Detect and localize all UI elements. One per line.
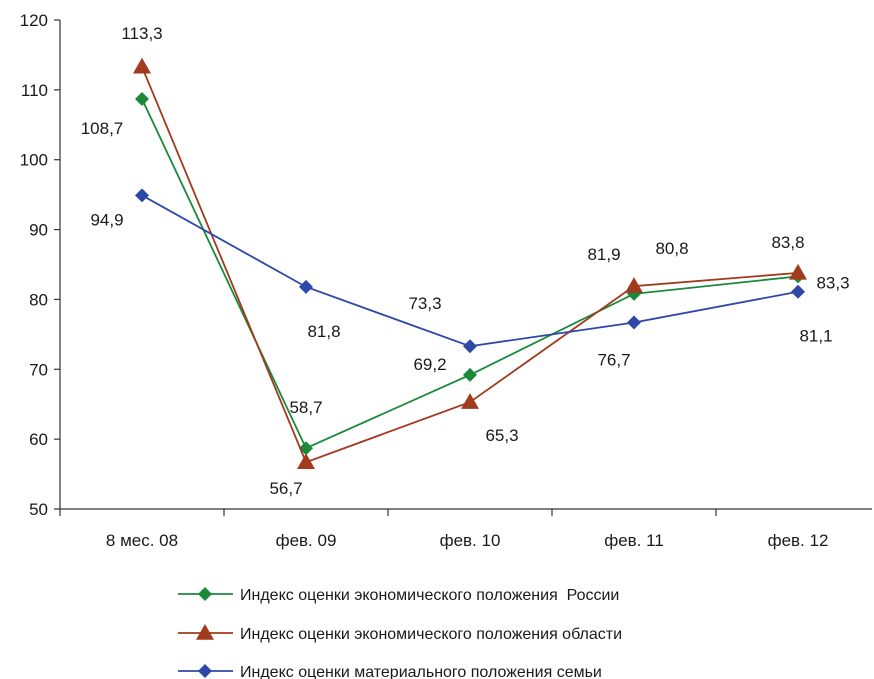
data-point — [463, 339, 477, 354]
x-tick-label: фев. 09 — [276, 531, 337, 550]
legend-item: Индекс оценки экономического положения Р… — [178, 587, 619, 604]
legend-marker — [198, 664, 212, 678]
x-tick-label: фев. 10 — [440, 531, 501, 550]
legend-label: Индекс оценки экономического положения о… — [240, 626, 622, 643]
data-label: 81,1 — [799, 327, 832, 346]
y-tick-label: 120 — [20, 11, 48, 30]
data-label: 83,3 — [816, 273, 849, 292]
y-tick-label: 50 — [29, 500, 48, 519]
series-line — [141, 194, 799, 348]
data-label: 76,7 — [597, 350, 630, 369]
data-label: 65,3 — [485, 426, 518, 445]
data-point — [625, 277, 643, 293]
data-label: 69,2 — [413, 355, 446, 374]
x-tick-label: фев. 12 — [768, 531, 829, 550]
legend-marker — [198, 587, 212, 601]
legend-label: Индекс оценки экономического положения Р… — [240, 587, 619, 604]
chart-series — [133, 57, 807, 469]
x-tick-label: 8 мес. 08 — [106, 531, 178, 550]
data-label: 56,7 — [269, 479, 302, 498]
chart-axes: 50 60 70 80 90 100 110 120 8 мес. 08 фев. 09 фев. … — [20, 11, 872, 550]
chart-legend: Индекс оценки экономического положения Р… — [178, 587, 622, 679]
data-label: 58,7 — [289, 398, 322, 417]
data-point — [461, 393, 479, 409]
data-point — [789, 263, 807, 280]
series-3 — [135, 188, 805, 354]
legend-label: Индекс оценки материального положения се… — [240, 664, 602, 679]
y-tick-label: 70 — [29, 360, 48, 379]
y-tick-label: 90 — [29, 221, 48, 240]
data-point — [297, 453, 315, 469]
data-label: 73,3 — [408, 294, 441, 313]
data-point — [133, 57, 151, 74]
data-point — [463, 367, 477, 382]
data-label: 108,7 — [81, 119, 124, 138]
data-label: 94,9 — [90, 210, 123, 229]
series-2 — [133, 57, 807, 469]
data-labels: 108,7 58,7 69,2 80,8 83,3 113,3 56,7 65,3 81,9 83… — [81, 24, 850, 498]
x-tick-label: фев. 11 — [604, 531, 664, 550]
data-label: 80,8 — [655, 239, 688, 258]
data-label: 81,8 — [307, 322, 340, 341]
y-tick-label: 60 — [29, 430, 48, 449]
legend-item: Индекс оценки материального положения се… — [178, 664, 602, 679]
y-tick-label: 110 — [21, 81, 48, 100]
data-point — [791, 284, 805, 299]
data-point — [299, 279, 313, 294]
data-label: 83,8 — [771, 233, 804, 252]
y-tick-label: 100 — [20, 151, 48, 170]
data-point — [135, 188, 149, 203]
legend-item: Индекс оценки экономического положения о… — [178, 624, 622, 643]
data-label: 113,3 — [121, 24, 162, 43]
legend-marker — [196, 624, 214, 640]
data-point — [627, 315, 641, 330]
data-label: 81,9 — [587, 245, 620, 264]
data-point — [135, 91, 149, 106]
y-tick-label: 80 — [29, 290, 48, 309]
